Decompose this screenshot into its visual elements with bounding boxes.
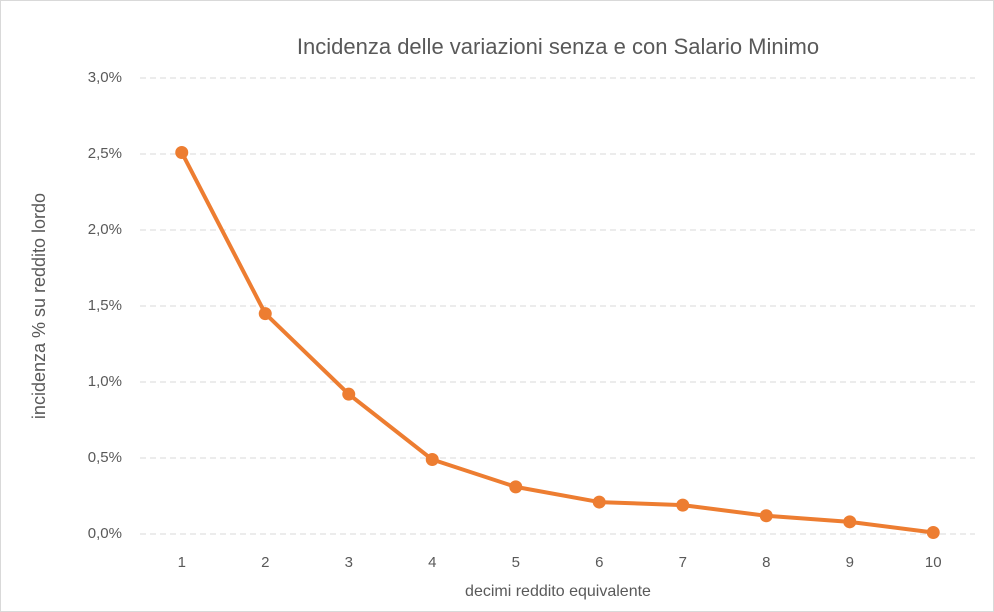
y-tick-label: 1,5%: [88, 297, 122, 314]
data-point: [342, 387, 356, 401]
y-tick-label: 1,0%: [88, 373, 122, 390]
data-point: [676, 498, 690, 512]
chart-title: Incidenza delle variazioni senza e con S…: [297, 34, 819, 59]
x-tick-label: 6: [595, 554, 603, 571]
data-point: [175, 145, 189, 159]
data-point: [258, 307, 272, 321]
x-tick-label: 3: [345, 554, 353, 571]
data-point: [509, 480, 523, 494]
x-tick-label: 9: [846, 554, 854, 571]
y-tick-label: 0,0%: [88, 525, 122, 542]
y-tick-label: 0,5%: [88, 449, 122, 466]
x-tick-label: 4: [428, 554, 436, 571]
x-tick-label: 7: [679, 554, 687, 571]
x-tick-label: 8: [762, 554, 770, 571]
x-tick-label: 2: [261, 554, 269, 571]
data-point: [425, 453, 439, 467]
data-point: [759, 509, 773, 523]
data-point: [592, 495, 606, 509]
data-point: [926, 525, 940, 539]
x-axis-label: decimi reddito equivalente: [465, 583, 651, 600]
y-tick-label: 3,0%: [88, 69, 122, 86]
data-point: [843, 515, 857, 529]
x-tick-label: 10: [925, 554, 942, 571]
y-tick-label: 2,0%: [88, 221, 122, 238]
x-tick-label: 1: [178, 554, 186, 571]
x-tick-label: 5: [512, 554, 520, 571]
data-line: [179, 151, 934, 535]
y-axis-label: incidenza % su reddito lordo: [29, 193, 49, 419]
y-tick-label: 2,5%: [88, 145, 122, 162]
